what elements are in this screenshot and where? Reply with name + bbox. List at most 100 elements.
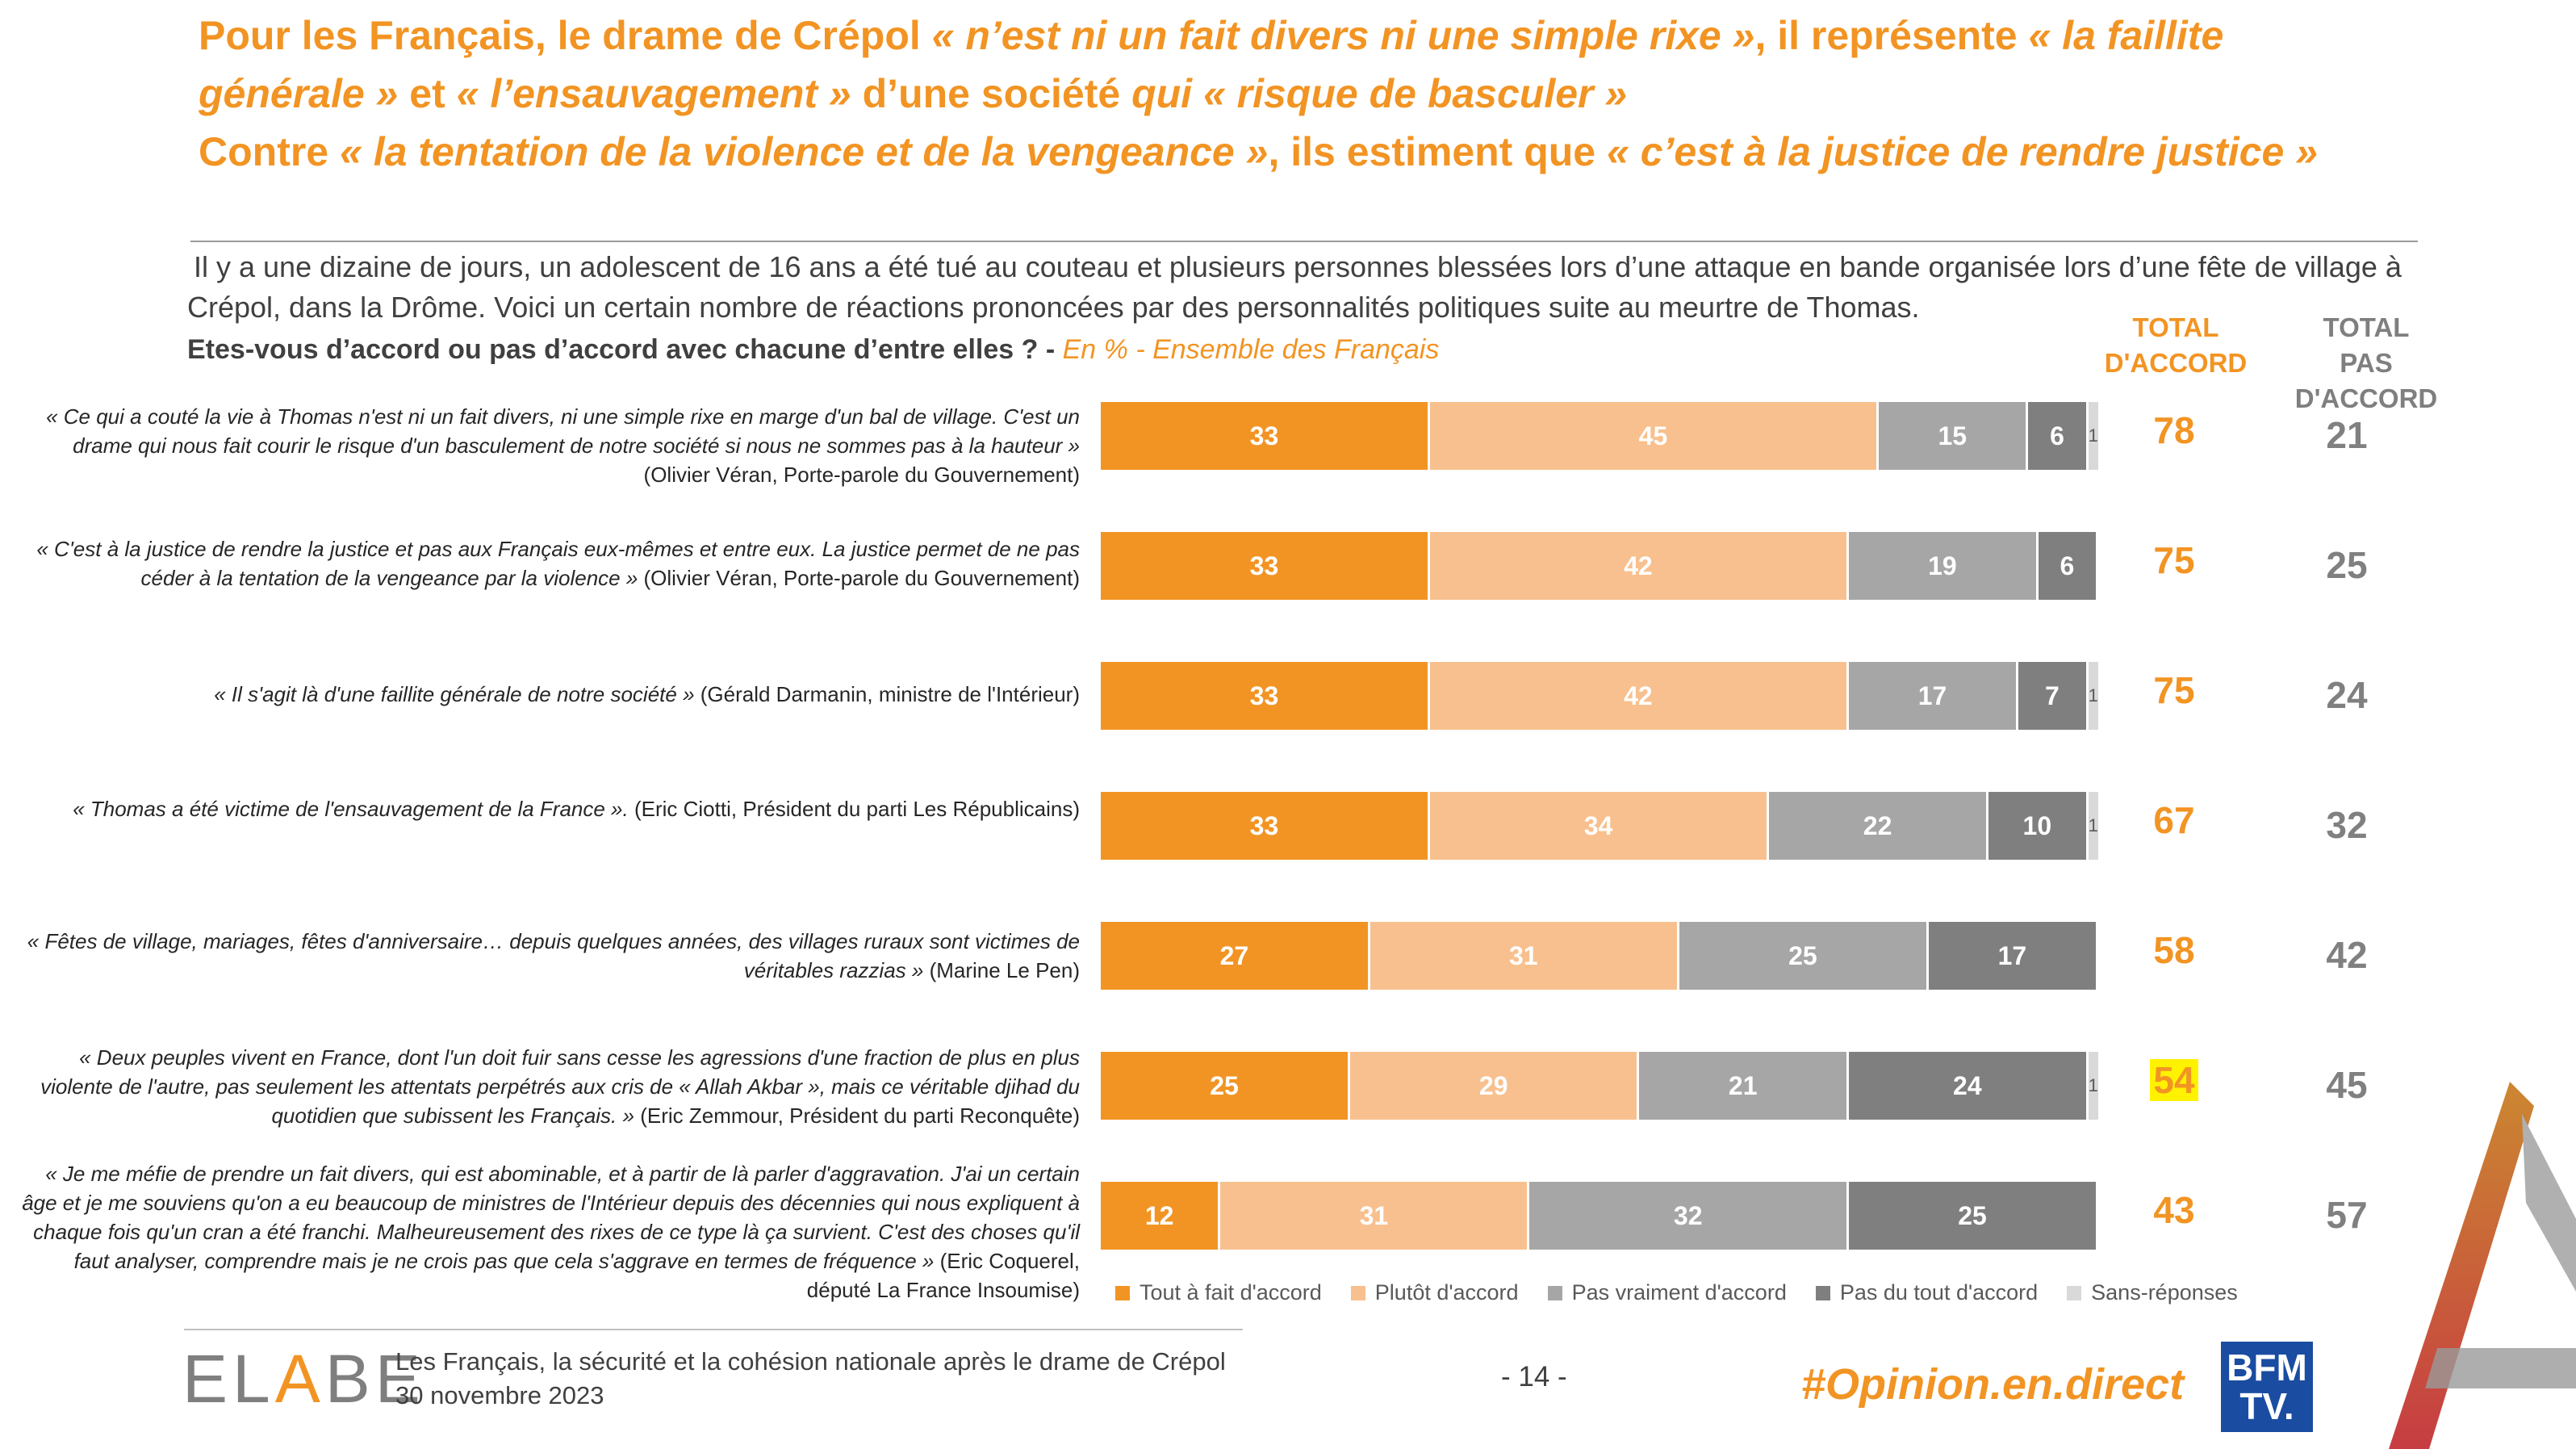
total-disagree-value: 25 xyxy=(2326,544,2368,586)
question: Etes-vous d’accord ou pas d’accord avec … xyxy=(187,334,1439,366)
column-header-total-agree: TOTAL D'ACCORD xyxy=(2095,310,2256,381)
bar-segment: 19 xyxy=(1849,532,2039,600)
total-agree-value: 78 xyxy=(2118,408,2231,452)
stacked-bar: 33 42 17 7 1 xyxy=(1101,662,2098,730)
bar-segment: 31 xyxy=(1220,1182,1530,1250)
bar-value-label: 22 xyxy=(1863,810,1892,840)
legend-label: Tout à fait d'accord xyxy=(1140,1280,1322,1305)
legend-item: Tout à fait d'accord xyxy=(1115,1280,1322,1305)
bar-segment: 34 xyxy=(1429,792,1770,860)
bar-value-label: 34 xyxy=(1583,810,1613,840)
bar-value-label: 24 xyxy=(1953,1070,1982,1100)
logo-part: BE xyxy=(324,1341,425,1417)
legend-swatch xyxy=(1547,1285,1562,1300)
logo-part: EL xyxy=(182,1341,275,1417)
stacked-bar: 33 42 19 6 xyxy=(1101,532,2098,600)
legend-item: Pas vraiment d'accord xyxy=(1547,1280,1787,1305)
column-header-line: TOTAL xyxy=(2323,312,2410,342)
headline-quote: qui « risque de basculer » xyxy=(1131,71,1628,116)
bar-segment: 1 xyxy=(2088,662,2098,730)
bar-segment: 33 xyxy=(1101,532,1430,600)
headline-quote: « c’est à la justice de rendre justice » xyxy=(1607,129,2318,174)
footer-divider xyxy=(184,1329,1243,1330)
quote-text: « Fêtes de village, mariages, fêtes d'an… xyxy=(16,927,1080,985)
legend-swatch xyxy=(1350,1285,1365,1300)
total-disagree-value: 45 xyxy=(2326,1064,2368,1106)
total-agree-value: 67 xyxy=(2118,798,2231,842)
headline-text: , il représente xyxy=(1754,13,2029,58)
headline-quote: « la faillite générale » xyxy=(199,13,2224,116)
quote-author: (Marine Le Pen) xyxy=(923,958,1080,982)
bfm-logo-line: TV. xyxy=(2239,1385,2294,1427)
legend-item: Sans-réponses xyxy=(2067,1280,2238,1305)
bar-segment: 17 xyxy=(1849,662,2019,730)
headline-quote: « n’est ni un fait divers ni une simple … xyxy=(931,13,1755,58)
column-header-total-disagree: TOTAL PAS D'ACCORD xyxy=(2269,310,2463,417)
headline-text: Contre xyxy=(199,129,340,174)
footer-title: Les Français, la sécurité et la cohésion… xyxy=(395,1347,1226,1376)
elabe-logo: ELABE xyxy=(182,1340,425,1418)
total-disagree-value: 32 xyxy=(2326,804,2368,846)
column-header-line: TOTAL xyxy=(2132,312,2219,342)
headline-line-2: Contre « la tentation de la violence et … xyxy=(199,123,2377,181)
headline-text: Pour les Français, le drame de Crépol xyxy=(199,13,932,58)
bar-segment: 29 xyxy=(1350,1052,1640,1120)
decorative-a-shape xyxy=(2389,1082,2576,1449)
total-disagree-value: 21 xyxy=(2326,414,2368,456)
bar-value-label: 33 xyxy=(1249,421,1279,450)
bar-segment: 25 xyxy=(1849,1182,2098,1250)
legend-label: Pas du tout d'accord xyxy=(1839,1280,2039,1305)
bfm-logo-line: BFM xyxy=(2227,1346,2307,1388)
bar-value-label: 45 xyxy=(1638,421,1668,450)
logo-part: A xyxy=(274,1341,325,1417)
column-header-line: D'ACCORD xyxy=(2104,348,2248,378)
total-agree-value: 75 xyxy=(2118,538,2231,582)
bar-value-label: 19 xyxy=(1928,551,1957,580)
total-disagree-value: 57 xyxy=(2326,1194,2368,1236)
bar-segment: 25 xyxy=(1101,1052,1350,1120)
bar-value-label: 1 xyxy=(2088,1075,2098,1095)
stacked-bar: 33 34 22 10 1 xyxy=(1101,792,2098,860)
quote-text: « Il s'agit là d'une faillite générale d… xyxy=(16,680,1080,709)
legend-label: Plutôt d'accord xyxy=(1374,1280,1519,1305)
footer-study: Les Français, la sécurité et la cohésion… xyxy=(395,1345,1226,1413)
bar-value-label: 25 xyxy=(1788,940,1817,970)
bar-segment: 32 xyxy=(1529,1182,1849,1250)
bar-segment: 1 xyxy=(2088,792,2098,860)
bar-segment: 33 xyxy=(1101,662,1430,730)
total-agree-label: 78 xyxy=(2153,409,2195,451)
bar-segment: 21 xyxy=(1639,1052,1849,1120)
bar-value-label: 29 xyxy=(1478,1070,1508,1100)
bar-segment: 33 xyxy=(1101,402,1430,470)
bar-value-label: 1 xyxy=(2088,425,2098,446)
quote-author: (Olivier Véran, Porte-parole du Gouverne… xyxy=(638,566,1080,590)
legend-label: Sans-réponses xyxy=(2091,1280,2238,1305)
bar-segment: 1 xyxy=(2088,402,2098,470)
bar-value-label: 17 xyxy=(1997,940,2027,970)
bar-segment: 42 xyxy=(1429,662,1849,730)
quote-text: « Deux peuples vivent en France, dont l'… xyxy=(16,1043,1080,1130)
bar-segment: 42 xyxy=(1429,532,1849,600)
total-agree-label: 54 xyxy=(2150,1059,2198,1101)
quote-author: (Eric Zemmour, Président du parti Reconq… xyxy=(634,1104,1080,1128)
bar-value-label: 25 xyxy=(1210,1070,1239,1100)
legend-swatch xyxy=(1815,1285,1830,1300)
legend-label: Pas vraiment d'accord xyxy=(1571,1280,1787,1305)
bar-segment: 1 xyxy=(2088,1052,2098,1120)
bar-segment: 45 xyxy=(1429,402,1880,470)
bar-segment: 7 xyxy=(2018,662,2089,730)
quote-author: (Eric Coquerel, député La France Insoumi… xyxy=(806,1249,1080,1302)
total-agree-label: 75 xyxy=(2153,539,2195,581)
bar-value-label: 32 xyxy=(1673,1200,1703,1230)
quote-citation: « Fêtes de village, mariages, fêtes d'an… xyxy=(27,929,1080,982)
bar-value-label: 7 xyxy=(2044,681,2060,710)
total-disagree-value: 42 xyxy=(2326,934,2368,976)
total-agree-label: 67 xyxy=(2153,799,2195,841)
column-header-line: PAS D'ACCORD xyxy=(2294,348,2438,413)
stacked-bar: 25 29 21 24 1 xyxy=(1101,1052,2098,1120)
legend-swatch xyxy=(1115,1285,1130,1300)
bar-value-label: 31 xyxy=(1509,940,1538,970)
chart-legend: Tout à fait d'accord Plutôt d'accord Pas v… xyxy=(1115,1280,2238,1305)
quote-citation: « Thomas a été victime de l'ensauvagemen… xyxy=(73,797,629,821)
question-text: Etes-vous d’accord ou pas d’accord avec … xyxy=(187,334,1056,365)
